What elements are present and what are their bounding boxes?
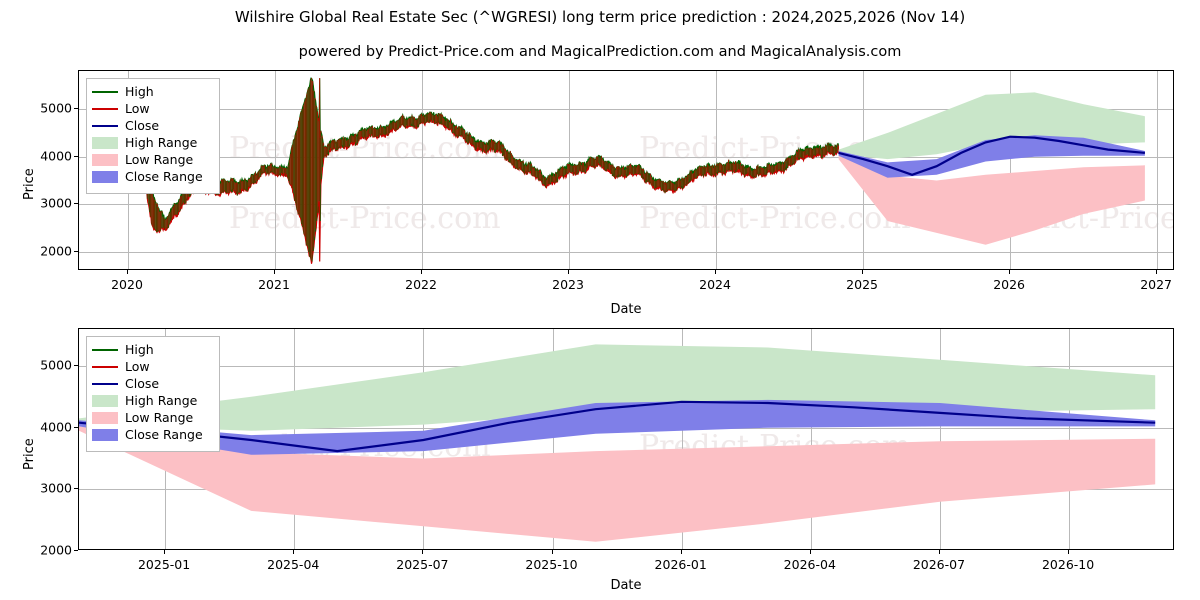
bottom-legend: High Low Close High Range Low Range Close Ran… (86, 336, 220, 452)
x-tick-label: 2026-10 (1042, 557, 1094, 572)
legend-item-close: Close (92, 375, 213, 392)
x-tick-mark (164, 550, 165, 554)
legend-item-close-range: Close Range (92, 168, 213, 185)
legend-label: Low Range (125, 152, 193, 167)
legend-label: High (125, 84, 154, 99)
x-tick-mark (715, 270, 716, 274)
legend-label: Low (125, 359, 150, 374)
x-tick-label: 2023 (552, 277, 584, 292)
y-tick-label: 3000 (34, 481, 72, 496)
legend-line-swatch (92, 86, 118, 98)
x-tick-label: 2026-01 (655, 557, 707, 572)
x-tick-mark (422, 550, 423, 554)
legend-patch-swatch (92, 395, 118, 407)
y-tick-mark (74, 108, 78, 109)
x-tick-label: 2026 (993, 277, 1025, 292)
legend-item-low: Low (92, 358, 213, 375)
legend-label: Close Range (125, 169, 203, 184)
legend-label: Close Range (125, 427, 203, 442)
top-plot-area: Predict-Price.comPredict-Price.comPredic… (78, 70, 1174, 270)
legend-patch-swatch (92, 412, 118, 424)
x-tick-label: 2026-04 (784, 557, 836, 572)
legend-label: Close (125, 376, 159, 391)
y-tick-label: 2000 (34, 543, 72, 558)
legend-label: High (125, 342, 154, 357)
x-tick-mark (1156, 270, 1157, 274)
legend-label: Close (125, 118, 159, 133)
x-tick-mark (552, 550, 553, 554)
y-tick-label: 3000 (34, 196, 72, 211)
x-tick-mark (1009, 270, 1010, 274)
x-tick-label: 2021 (258, 277, 290, 292)
legend-item-high-range: High Range (92, 134, 213, 151)
legend-line-swatch (92, 120, 118, 132)
x-tick-label: 2026-07 (913, 557, 965, 572)
legend-line-swatch (92, 103, 118, 115)
x-tick-label: 2025-04 (267, 557, 319, 572)
legend-line-swatch (92, 344, 118, 356)
legend-patch-swatch (92, 137, 118, 149)
y-tick-mark (74, 488, 78, 489)
legend-item-high: High (92, 83, 213, 100)
y-tick-label: 4000 (34, 419, 72, 434)
legend-patch-swatch (92, 171, 118, 183)
x-tick-mark (939, 550, 940, 554)
bottom-x-axis-label: Date (78, 578, 1174, 593)
y-tick-mark (74, 365, 78, 366)
x-tick-mark (293, 550, 294, 554)
x-tick-label: 2027 (1140, 277, 1172, 292)
legend-patch-swatch (92, 154, 118, 166)
legend-label: High Range (125, 135, 197, 150)
legend-label: Low (125, 101, 150, 116)
y-tick-mark (74, 156, 78, 157)
legend-line-swatch (92, 378, 118, 390)
x-tick-label: 2025-07 (396, 557, 448, 572)
x-tick-label: 2025-01 (138, 557, 190, 572)
legend-line-swatch (92, 361, 118, 373)
x-tick-mark (1068, 550, 1069, 554)
y-tick-label: 5000 (34, 101, 72, 116)
top-x-axis-label: Date (78, 302, 1174, 317)
legend-item-low: Low (92, 100, 213, 117)
bottom-y-axis-label: Price (22, 438, 37, 470)
x-tick-mark (568, 270, 569, 274)
x-tick-label: 2024 (699, 277, 731, 292)
y-tick-label: 5000 (34, 358, 72, 373)
top-chart-panel: Predict-Price.comPredict-Price.comPredic… (0, 0, 1200, 310)
legend-patch-swatch (92, 429, 118, 441)
legend-item-close: Close (92, 117, 213, 134)
x-tick-label: 2025 (846, 277, 878, 292)
chart-svg (79, 71, 1174, 270)
x-tick-mark (681, 550, 682, 554)
y-tick-label: 2000 (34, 243, 72, 258)
legend-item-close-range: Close Range (92, 426, 213, 443)
y-tick-label: 4000 (34, 148, 72, 163)
legend-item-high-range: High Range (92, 392, 213, 409)
legend-label: High Range (125, 393, 197, 408)
x-tick-label: 2020 (111, 277, 143, 292)
bottom-plot-area: Predict-Price.comPredict-Price.com (78, 328, 1174, 550)
x-tick-mark (421, 270, 422, 274)
legend-label: Low Range (125, 410, 193, 425)
y-tick-mark (74, 427, 78, 428)
x-tick-mark (274, 270, 275, 274)
y-tick-mark (74, 203, 78, 204)
legend-item-low-range: Low Range (92, 409, 213, 426)
y-tick-mark (74, 251, 78, 252)
x-tick-label: 2025-10 (525, 557, 577, 572)
chart-page: Wilshire Global Real Estate Sec (^WGRESI… (0, 0, 1200, 600)
chart-svg (79, 329, 1174, 550)
top-legend: High Low Close High Range Low Range Close Ran… (86, 78, 220, 194)
x-tick-mark (862, 270, 863, 274)
legend-item-high: High (92, 341, 213, 358)
x-tick-mark (127, 270, 128, 274)
y-tick-mark (74, 550, 78, 551)
legend-item-low-range: Low Range (92, 151, 213, 168)
x-tick-label: 2022 (405, 277, 437, 292)
bottom-chart-panel: Predict-Price.comPredict-Price.com Price… (0, 320, 1200, 600)
x-tick-mark (810, 550, 811, 554)
